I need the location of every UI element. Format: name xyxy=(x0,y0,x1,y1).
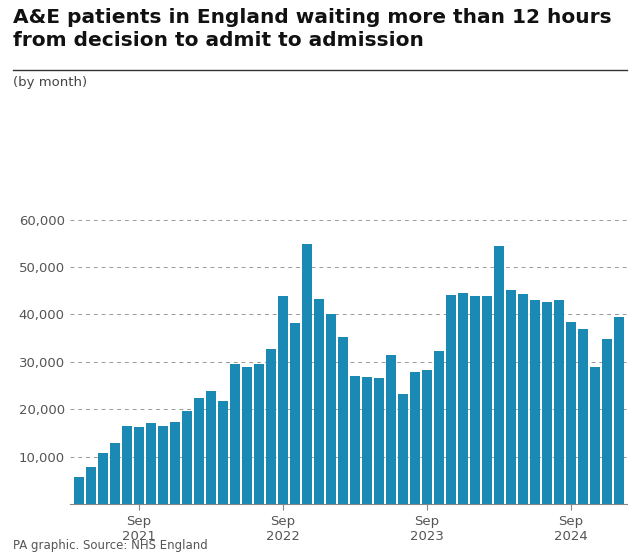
Bar xyxy=(398,394,408,504)
Text: from decision to admit to admission: from decision to admit to admission xyxy=(13,31,424,50)
Bar xyxy=(242,367,252,504)
Bar xyxy=(458,293,468,504)
Bar xyxy=(86,467,95,504)
Bar xyxy=(506,290,516,504)
Bar xyxy=(470,296,479,504)
Bar xyxy=(230,364,239,504)
Bar xyxy=(578,329,588,504)
Bar xyxy=(194,398,204,504)
Bar xyxy=(446,295,456,504)
Bar xyxy=(182,410,191,504)
Bar xyxy=(110,444,120,504)
Bar xyxy=(530,300,540,504)
Bar xyxy=(122,426,132,504)
Bar xyxy=(326,314,335,504)
Bar xyxy=(206,391,216,504)
Text: (by month): (by month) xyxy=(13,76,87,88)
Bar xyxy=(566,322,575,504)
Bar xyxy=(74,477,84,504)
Text: A&E patients in England waiting more than 12 hours: A&E patients in England waiting more tha… xyxy=(13,8,611,27)
Bar xyxy=(518,293,527,504)
Bar xyxy=(266,349,276,504)
Bar xyxy=(290,324,300,504)
Bar xyxy=(362,377,372,504)
Bar xyxy=(482,296,492,504)
Bar xyxy=(338,337,348,504)
Bar xyxy=(434,352,444,504)
Bar xyxy=(590,367,600,504)
Bar xyxy=(170,422,180,504)
Bar xyxy=(494,246,504,504)
Text: PA graphic. Source: NHS England: PA graphic. Source: NHS England xyxy=(13,539,207,552)
Bar xyxy=(134,427,143,504)
Bar xyxy=(542,302,552,504)
Bar xyxy=(410,372,420,504)
Bar xyxy=(554,300,564,504)
Bar xyxy=(350,376,360,504)
Bar xyxy=(98,453,108,504)
Bar xyxy=(374,378,383,504)
Bar xyxy=(422,370,431,504)
Bar xyxy=(158,426,168,504)
Bar xyxy=(602,339,612,504)
Bar xyxy=(386,354,396,504)
Bar xyxy=(254,364,264,504)
Bar xyxy=(314,299,324,504)
Bar xyxy=(218,401,228,504)
Bar xyxy=(302,244,312,504)
Bar xyxy=(278,296,287,504)
Bar xyxy=(146,423,156,504)
Bar xyxy=(614,317,623,504)
